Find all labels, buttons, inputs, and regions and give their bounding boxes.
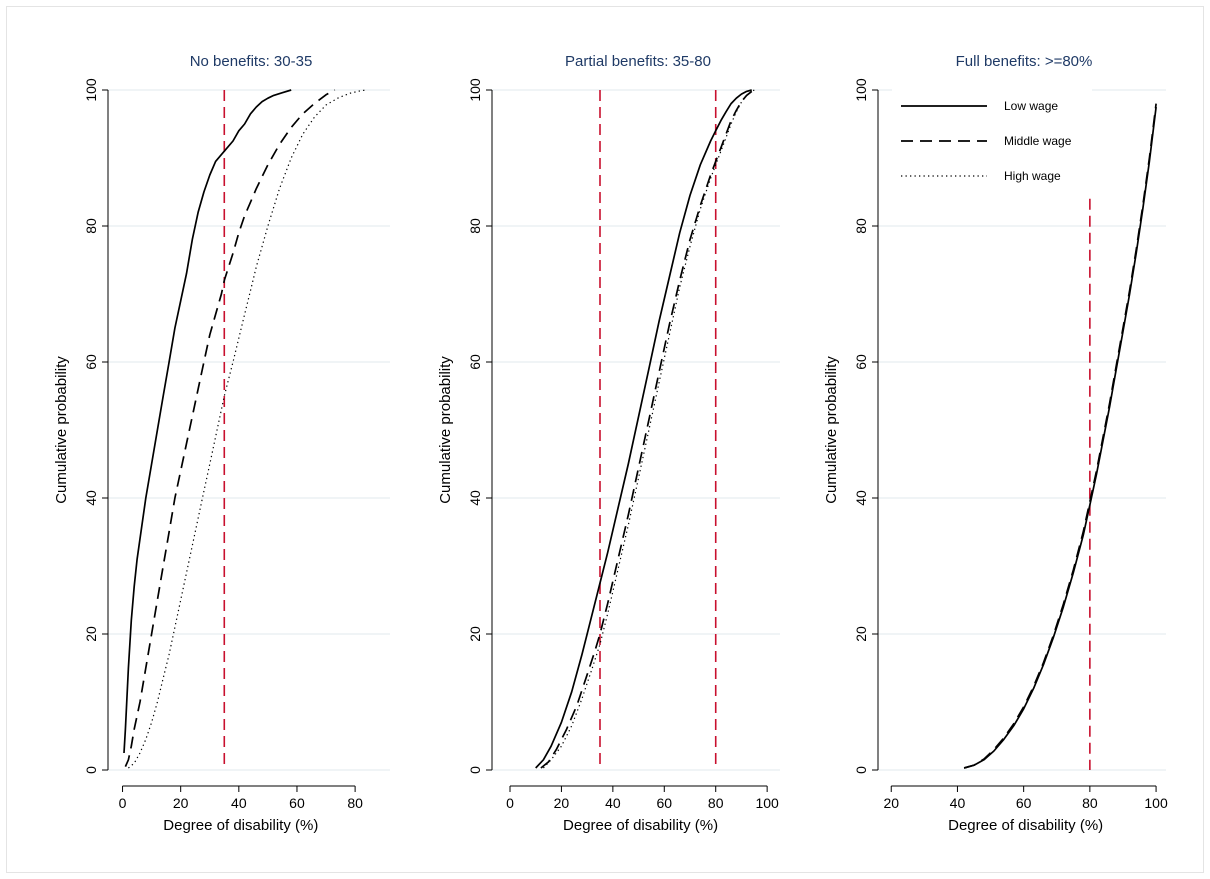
y-tick-label: 60 (853, 354, 869, 370)
x-tick-label: 80 (1082, 795, 1098, 811)
legend-label: Middle wage (1004, 134, 1072, 148)
panel-1: 0 20 40 60 80 100 0 20 40 60 80 No benefits: 30-35 D… (53, 53, 390, 834)
y-tick-label: 20 (467, 626, 483, 642)
x-tick-label: 20 (883, 795, 899, 811)
panel-3: 0 20 40 60 80 100 20 40 60 80 100 Full benefits: >=… (823, 53, 1168, 834)
legend: Low wage Middle wage High wage (892, 82, 1092, 192)
panel-title: Full benefits: >=80% (956, 53, 1093, 70)
series-line-middle-wage (540, 89, 755, 769)
y-tick-label: 0 (83, 766, 99, 774)
y-axis-label: Cumulative probability (53, 356, 70, 504)
y-tick-label: 60 (83, 354, 99, 370)
legend-background (892, 82, 1092, 192)
x-tick-label: 100 (1144, 795, 1168, 811)
x-tick-label: 60 (1016, 795, 1032, 811)
series-line-high-wage (542, 89, 755, 769)
y-tick-label: 0 (853, 766, 869, 774)
x-tick-label: 40 (950, 795, 966, 811)
y-tick-label: 80 (853, 218, 869, 234)
x-tick-label: 80 (708, 795, 724, 811)
panel-2: 0 20 40 60 80 100 0 20 40 60 80 100 Partial benefits… (437, 53, 780, 834)
y-axis-label: Cumulative probability (437, 356, 454, 504)
y-tick-label: 100 (83, 78, 99, 102)
x-tick-label: 20 (173, 795, 189, 811)
y-tick-label: 80 (467, 218, 483, 234)
series-line-low-wage (123, 89, 292, 754)
y-tick-label: 60 (467, 354, 483, 370)
series-line-high-wage (128, 89, 367, 769)
x-tick-label: 0 (506, 795, 514, 811)
y-axis-label: Cumulative probability (823, 356, 840, 504)
x-tick-label: 40 (231, 795, 247, 811)
y-tick-label: 100 (467, 78, 483, 102)
y-tick-label: 0 (467, 766, 483, 774)
x-tick-label: 0 (119, 795, 127, 811)
panel-title: No benefits: 30-35 (190, 53, 313, 70)
figure-frame (6, 6, 1204, 873)
y-tick-label: 40 (83, 490, 99, 506)
legend-label: High wage (1004, 169, 1061, 183)
x-tick-label: 20 (554, 795, 570, 811)
y-tick-label: 20 (853, 626, 869, 642)
x-axis-label: Degree of disability (%) (563, 817, 718, 834)
x-tick-label: 100 (755, 795, 779, 811)
y-tick-label: 40 (853, 490, 869, 506)
y-tick-label: 80 (83, 218, 99, 234)
series-line-low-wage (963, 106, 1157, 769)
series-line-low-wage (535, 89, 752, 769)
x-axis-label: Degree of disability (%) (163, 817, 318, 834)
legend-label: Low wage (1004, 99, 1058, 113)
y-tick-label: 100 (853, 78, 869, 102)
y-tick-label: 20 (83, 626, 99, 642)
y-tick-label: 40 (467, 490, 483, 506)
x-tick-label: 60 (656, 795, 672, 811)
x-tick-label: 80 (347, 795, 363, 811)
x-tick-label: 60 (289, 795, 305, 811)
series-line-middle-wage (963, 103, 1157, 769)
series-line-middle-wage (124, 89, 336, 767)
x-tick-label: 40 (605, 795, 621, 811)
x-axis-label: Degree of disability (%) (948, 817, 1103, 834)
panel-title: Partial benefits: 35-80 (565, 53, 711, 70)
